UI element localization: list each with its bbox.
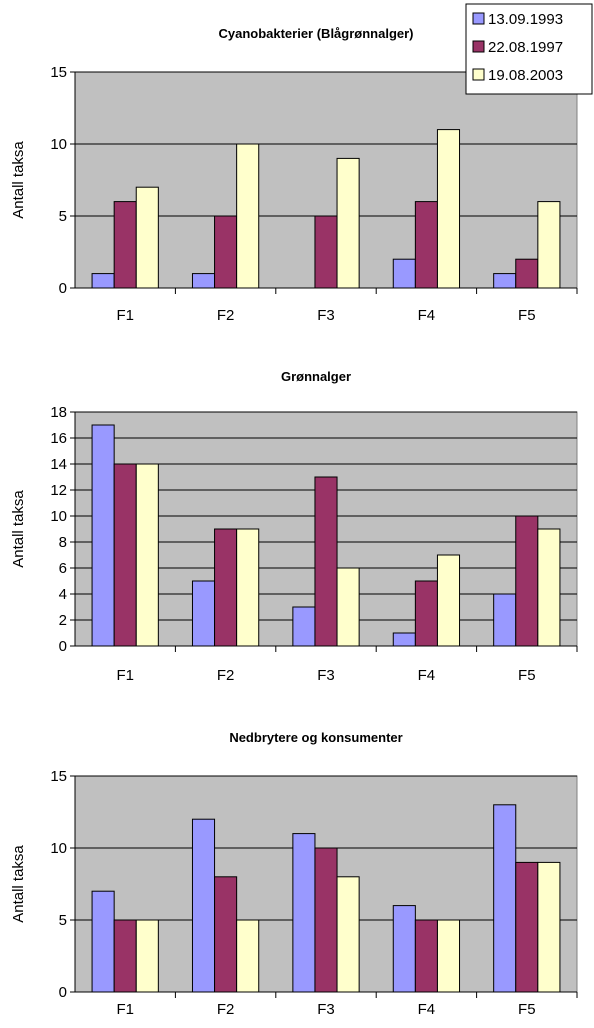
y-tick-label: 10 [50,508,67,525]
bar-F1-series-1 [91,424,115,647]
x-tick-label: F2 [217,1001,235,1018]
y-tick-label: 18 [50,404,67,421]
bar-F2-series-2 [214,876,238,993]
legend-box [465,3,593,95]
y-tick-label: 5 [59,208,67,225]
chart-title: Grønnalger [281,369,351,384]
chart-3: 0 5 10 15 F1 F2 F3 F4 F5 Nedbrytere og konsumente… [10,730,578,1018]
bar-F1-series-2 [113,919,137,993]
bar-F4-series-3 [436,554,461,647]
chart-2: 0 2 4 6 8 10 12 14 16 18 F1 F2 F3 F4 F5 Grønnalger Antal… [10,369,578,684]
y-tick-label: 10 [50,840,67,857]
bar-F1-series-3 [135,186,159,289]
y-axis-label: Antall taksa [10,141,27,219]
legend: 13.09.1993 22.08.1997 19.08.2003 [465,3,593,95]
x-tick-label: F3 [317,1001,335,1018]
legend-entry-1: 13.09.1993 [488,11,563,28]
bar-F1-series-2 [113,463,137,647]
y-axis-label: Antall taksa [10,490,27,568]
y-tick-label: 0 [59,638,67,655]
x-tick-label: F2 [217,667,235,684]
y-tick-label: 2 [59,612,67,629]
bar-F3-series-3 [336,157,360,289]
y-tick-label: 0 [59,984,67,1001]
bar-F1-series-3 [135,463,159,647]
bar-F2-series-3 [236,919,260,993]
x-tick-label: F4 [418,667,436,684]
x-tick-label: F1 [116,307,134,324]
bar-F2-series-2 [214,528,238,647]
legend-swatch-2 [472,40,485,53]
bar-F4-series-1 [392,258,416,289]
bar-F4-series-2 [414,201,438,289]
bar-F5-series-3 [537,528,561,647]
legend-entry-2: 22.08.1997 [488,39,563,56]
bar-F2-series-1 [191,273,216,289]
x-tick-label: F5 [518,307,536,324]
y-tick-label: 8 [59,534,67,551]
bar-F3-series-2 [314,847,338,993]
x-tick-label: F1 [116,1001,134,1018]
y-tick-label: 6 [59,560,67,577]
y-tick-label: 16 [50,430,67,447]
bar-F1-series-2 [113,201,137,289]
bar-F1-series-3 [135,919,159,993]
bar-F5-series-2 [515,258,539,289]
bar-F3-series-3 [336,876,360,993]
bar-F2-series-1 [191,580,216,647]
bar-F5-series-1 [493,593,517,647]
y-tick-label: 5 [59,912,67,929]
y-tick-label: 4 [59,586,67,603]
legend-swatch-3 [472,68,485,81]
bar-F1-series-1 [91,890,115,993]
bar-F2-series-1 [191,818,216,993]
bar-F2-series-3 [236,528,260,647]
x-tick-label: F2 [217,307,235,324]
bar-F3-series-3 [336,567,360,647]
charts-group: 0 5 10 15 F1 F2 F3 F4 F5 Cyanobakterier (Blågrønn… [10,26,578,1018]
x-tick-label: F1 [116,667,134,684]
bar-F5-series-3 [537,201,561,289]
y-tick-label: 14 [50,456,67,473]
bar-F4-series-1 [392,905,416,993]
x-tick-label: F4 [418,307,436,324]
bar-F2-series-2 [214,215,238,289]
y-tick-label: 15 [50,768,67,785]
bar-F4-series-1 [392,632,416,647]
x-tick-label: F5 [518,1001,536,1018]
bar-F3-series-2 [314,215,338,289]
y-tick-label: 0 [59,280,67,297]
bar-F2-series-3 [236,143,260,289]
y-tick-label: 12 [50,482,67,499]
bar-F5-series-1 [493,804,517,993]
bar-F5-series-1 [493,273,517,289]
bar-F5-series-2 [515,515,539,647]
y-tick-label: 15 [50,64,67,81]
chart-title: Nedbrytere og konsumenter [229,730,402,745]
x-tick-label: F3 [317,307,335,324]
bar-F5-series-3 [537,861,561,993]
x-tick-label: F4 [418,1001,436,1018]
bar-F4-series-2 [414,580,438,647]
bar-F3-series-2 [314,476,338,647]
x-tick-label: F5 [518,667,536,684]
bar-F1-series-1 [91,273,115,289]
bar-F3-series-1 [292,606,316,647]
chart-title: Cyanobakterier (Blågrønnalger) [218,26,413,41]
bar-F5-series-2 [515,861,539,993]
x-tick-label: F3 [317,667,335,684]
y-axis-label: Antall taksa [10,845,27,923]
y-tick-label: 10 [50,136,67,153]
legend-entry-3: 19.08.2003 [488,67,563,84]
bar-F3-series-1 [292,833,316,993]
bar-F4-series-2 [414,919,438,993]
legend-swatch-1 [472,12,485,25]
bar-F4-series-3 [436,129,461,289]
bar-F4-series-3 [436,919,461,993]
